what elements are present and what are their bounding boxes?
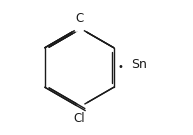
Text: C: C [75,11,83,25]
Text: Cl: Cl [74,112,85,125]
Text: •: • [117,63,123,72]
Text: Sn: Sn [131,58,147,71]
